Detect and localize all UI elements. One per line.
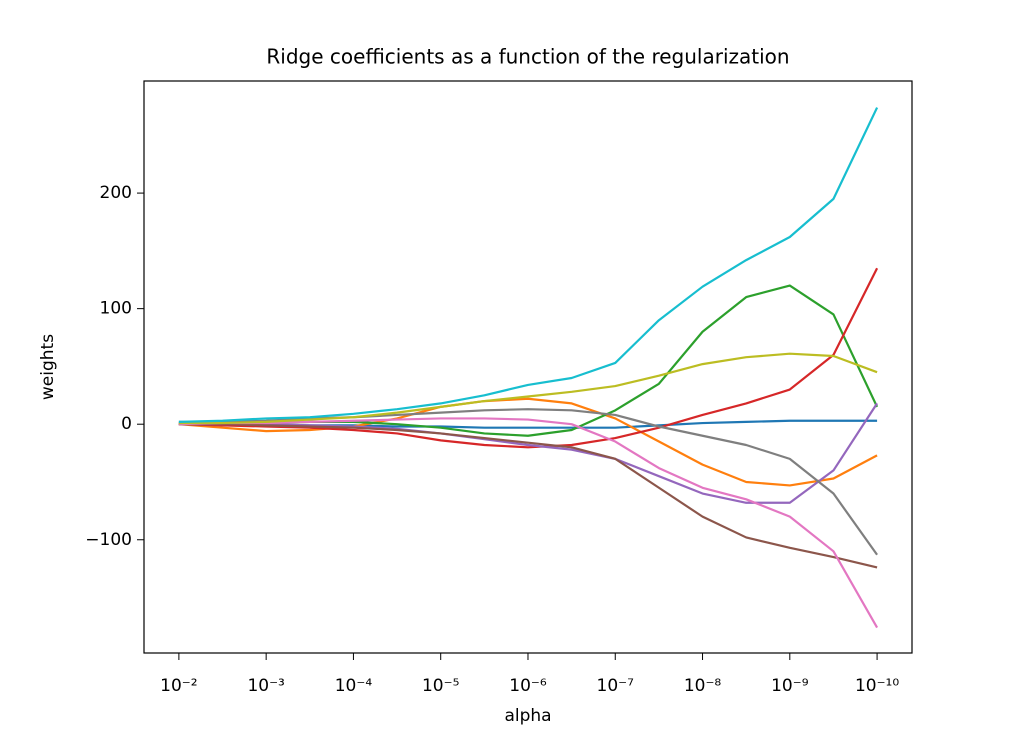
series-line <box>178 267 879 449</box>
x-tick-label: 10⁻⁶ <box>509 676 547 696</box>
y-tick-label: 100 <box>100 299 132 319</box>
series-line <box>178 107 879 423</box>
x-tick-label: 10⁻¹⁰ <box>855 676 899 696</box>
series-line <box>178 408 878 556</box>
y-tick-label: 200 <box>100 183 132 203</box>
x-tick-label: 10⁻³ <box>247 676 284 696</box>
x-tick-label: 10⁻⁵ <box>422 676 459 696</box>
chart-title: Ridge coefficients as a function of the … <box>266 45 789 69</box>
x-tick-label: 10⁻⁴ <box>335 676 373 696</box>
series-line <box>178 397 878 487</box>
x-tick-label: 10⁻² <box>160 676 197 696</box>
x-tick-label: 10⁻⁸ <box>684 676 722 696</box>
x-axis-label: alpha <box>504 706 551 726</box>
y-tick-label: 0 <box>121 414 132 434</box>
series-line <box>178 402 879 504</box>
series-line <box>178 417 879 629</box>
x-tick-label: 10⁻⁹ <box>771 676 809 696</box>
x-tick-label: 10⁻⁷ <box>597 676 635 696</box>
series-line <box>178 423 878 569</box>
y-tick-label: −100 <box>85 530 132 550</box>
y-axis-label: weights <box>38 334 58 400</box>
series-line <box>178 284 879 437</box>
series-line <box>178 352 878 425</box>
plot-frame <box>143 80 913 654</box>
